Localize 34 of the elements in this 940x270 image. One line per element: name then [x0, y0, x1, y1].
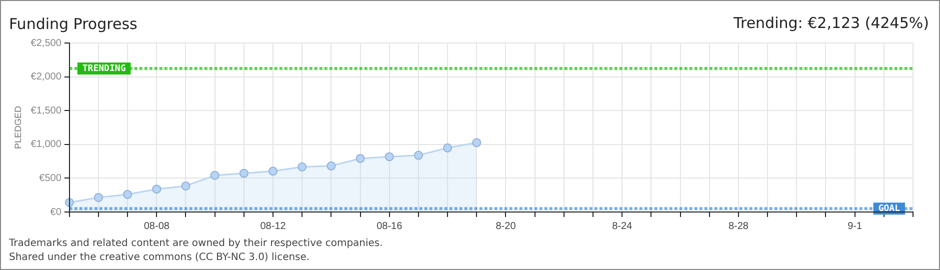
point — [152, 184, 162, 194]
x-tick-label: 8-24 — [612, 220, 633, 232]
text: Shared under the creative commons (CC BY-NC 3.0) license. — [9, 251, 311, 265]
x-tick-label: 8-20 — [496, 220, 516, 232]
chart-title: Funding Progress — [9, 15, 138, 33]
point — [123, 190, 132, 199]
y-tick-label: €1,000 — [30, 139, 62, 150]
point — [239, 168, 248, 178]
y-tick-label: €1,500 — [30, 105, 62, 116]
point — [268, 166, 278, 176]
point — [210, 170, 220, 180]
point — [356, 154, 365, 163]
point — [298, 162, 307, 172]
point — [384, 152, 394, 162]
point — [472, 138, 482, 148]
ref-line-label: TRENDING — [82, 64, 126, 74]
point — [414, 150, 423, 160]
y-tick-label: €2,500 — [30, 38, 62, 49]
x-tick-label: 8-28 — [728, 220, 749, 232]
x-tick-label: 08-16 — [376, 220, 403, 232]
point — [443, 143, 452, 152]
y-tick-label: €2,000 — [30, 72, 62, 83]
x-tick-label: 08-12 — [260, 220, 286, 232]
text: Trademarks and related content are owned by their respective companies. — [9, 237, 383, 251]
text: Trending: €2,123 (4245%) — [734, 14, 929, 32]
x-tick-label: 9-1 — [848, 220, 862, 232]
point — [326, 161, 336, 170]
ref-line-label: GOAL — [878, 204, 901, 214]
point — [181, 181, 190, 190]
point — [94, 193, 103, 202]
x-tick-label: 08-08 — [144, 220, 170, 232]
y-axis-title: PLEDGED — [12, 105, 23, 150]
y-tick-label: €0 — [50, 206, 62, 218]
y-tick-label: €500 — [39, 172, 62, 184]
